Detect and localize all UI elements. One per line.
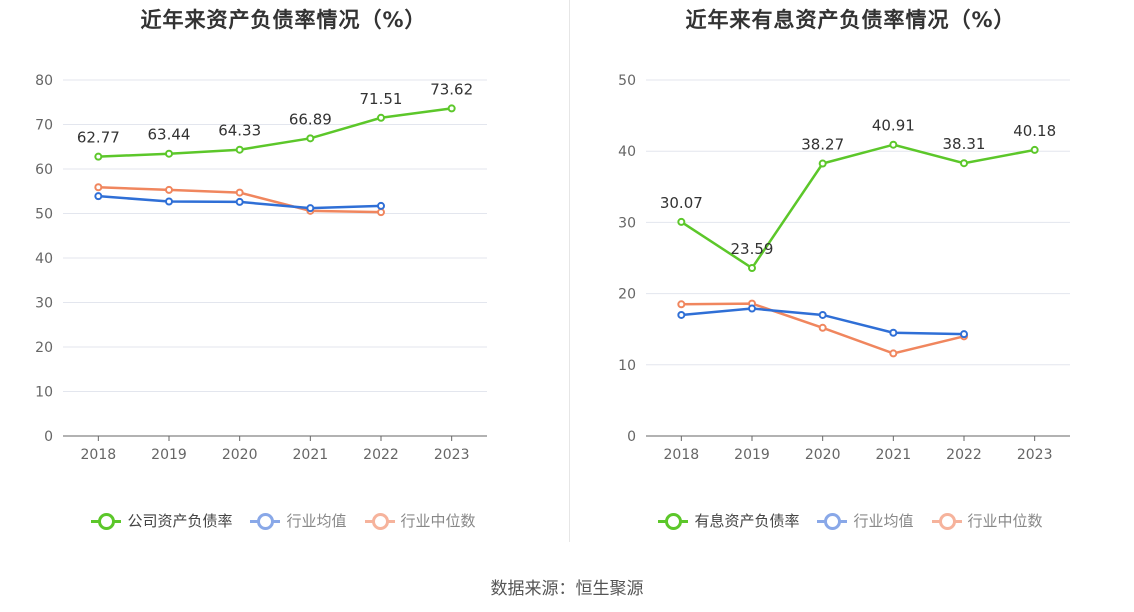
data-label: 66.89 <box>289 110 332 128</box>
legend-swatch-icon <box>931 512 962 530</box>
legend-label: 行业中位数 <box>967 512 1043 530</box>
data-point-company[interactable] <box>748 264 756 273</box>
data-point-company[interactable] <box>889 140 898 149</box>
panel-divider <box>569 0 570 542</box>
x-tick-label: 2021 <box>876 447 912 463</box>
legend-swatch-icon <box>817 512 848 530</box>
data-point-industry-average[interactable] <box>306 204 315 213</box>
data-point-company[interactable] <box>677 217 686 226</box>
legend-item-industry-average[interactable]: 行业均值 <box>250 510 347 531</box>
legend-label: 行业中位数 <box>400 512 476 530</box>
chart-plot-debt-ratio: 0 10 20 30 40 50 60 70 80 2018 2019 2020 2021 2022 202… <box>35 73 487 463</box>
data-label: 23.59 <box>731 240 774 258</box>
legend-item-industry-median[interactable]: 行业中位数 <box>364 510 476 531</box>
data-point-industry-average[interactable] <box>94 192 103 201</box>
data-label: 64.33 <box>218 122 261 140</box>
data-label: 38.31 <box>943 135 986 153</box>
x-tick-label: 2020 <box>805 447 841 463</box>
x-tick-label: 2019 <box>734 447 770 463</box>
legend-item-company[interactable]: 公司资产负债率 <box>91 510 232 531</box>
data-source-note: 数据来源：恒生聚源 <box>490 579 644 599</box>
data-label: 38.27 <box>801 136 844 154</box>
x-tick-label: 2022 <box>946 447 982 463</box>
x-tick-label: 2022 <box>363 447 399 463</box>
data-point-industry-median[interactable] <box>165 185 173 194</box>
data-point-industry-median[interactable] <box>235 188 244 197</box>
legend-swatch-icon <box>364 512 395 530</box>
data-point-company[interactable] <box>447 104 456 113</box>
y-tick-label: 30 <box>35 296 53 312</box>
data-point-company[interactable] <box>1030 145 1039 154</box>
y-tick-label: 40 <box>618 144 636 160</box>
x-tick-label: 2018 <box>81 447 117 463</box>
chart-panel-debt-ratio: 近年来资产负债率情况（%） 0 10 20 30 40 50 60 70 80 2018 2019 2… <box>0 0 567 560</box>
y-tick-label: 80 <box>35 73 53 89</box>
chart-title: 近年来有息资产负债率情况（%） <box>685 8 1016 32</box>
legend-label: 有息资产负债率 <box>694 512 800 530</box>
legend-item-company[interactable]: 有息资产负债率 <box>658 510 799 531</box>
y-tick-label: 10 <box>618 358 636 374</box>
data-point-company[interactable] <box>818 159 827 168</box>
data-label: 30.07 <box>660 194 703 212</box>
data-point-company[interactable] <box>960 159 968 168</box>
x-tick-label: 2020 <box>222 447 258 463</box>
data-point-industry-average[interactable] <box>165 197 173 206</box>
data-point-company[interactable] <box>165 149 173 158</box>
x-tick-label: 2023 <box>434 447 470 463</box>
y-tick-label: 50 <box>618 73 636 89</box>
data-label: 63.44 <box>148 126 191 144</box>
legend-label: 公司资产负债率 <box>127 512 233 530</box>
x-tick-label: 2018 <box>664 447 700 463</box>
y-tick-label: 50 <box>35 207 53 223</box>
data-point-industry-median[interactable] <box>94 183 103 192</box>
data-point-industry-median[interactable] <box>818 323 827 332</box>
data-point-industry-average[interactable] <box>235 197 244 206</box>
data-point-company[interactable] <box>377 113 385 122</box>
data-point-industry-average[interactable] <box>377 201 385 210</box>
data-point-company[interactable] <box>235 145 244 154</box>
data-point-industry-median[interactable] <box>677 300 686 309</box>
data-label: 73.62 <box>430 80 473 98</box>
legend-item-industry-average[interactable]: 行业均值 <box>817 510 914 531</box>
y-tick-label: 0 <box>44 429 53 445</box>
legend-swatch-icon <box>250 512 281 530</box>
data-point-industry-median[interactable] <box>377 208 385 217</box>
y-tick-label: 30 <box>618 215 636 231</box>
x-tick-label: 2023 <box>1017 447 1053 463</box>
chart-legend: 有息资产负债率 行业均值 行业中位数 <box>567 510 1134 531</box>
legend-label: 行业均值 <box>853 512 914 530</box>
y-tick-label: 60 <box>35 162 53 178</box>
data-point-industry-average[interactable] <box>960 330 968 339</box>
legend-swatch-icon <box>658 512 689 530</box>
chart-plot-interest-debt-ratio: 0 10 20 30 40 50 2018 2019 2020 2021 2022 2023 30.07… <box>618 73 1070 463</box>
legend-label: 行业均值 <box>286 512 347 530</box>
x-tick-label: 2021 <box>293 447 329 463</box>
y-tick-label: 20 <box>618 287 636 303</box>
data-point-industry-average[interactable] <box>677 310 686 319</box>
y-tick-label: 10 <box>35 385 53 401</box>
legend-swatch-icon <box>91 512 122 530</box>
chart-legend: 公司资产负债率 行业均值 行业中位数 <box>0 510 567 531</box>
y-tick-label: 40 <box>35 251 53 267</box>
y-tick-label: 20 <box>35 340 53 356</box>
series-line-company <box>680 143 1035 270</box>
y-tick-label: 70 <box>35 118 53 134</box>
chart-panel-interest-debt-ratio: 近年来有息资产负债率情况（%） 0 10 20 30 40 50 2018 2019 2020 2… <box>567 0 1134 560</box>
data-label: 40.18 <box>1013 122 1056 140</box>
data-point-industry-average[interactable] <box>748 304 756 313</box>
data-label: 40.91 <box>872 117 915 135</box>
y-tick-label: 0 <box>627 429 636 445</box>
data-point-industry-median[interactable] <box>889 349 898 358</box>
data-point-company[interactable] <box>94 152 103 161</box>
data-point-industry-average[interactable] <box>818 310 827 319</box>
legend-item-industry-median[interactable]: 行业中位数 <box>931 510 1043 531</box>
data-point-industry-average[interactable] <box>889 328 898 337</box>
data-label: 62.77 <box>77 129 120 147</box>
series-line-company <box>98 107 452 158</box>
chart-title: 近年来资产负债率情况（%） <box>140 8 427 32</box>
data-point-company[interactable] <box>306 134 315 143</box>
x-tick-label: 2019 <box>151 447 187 463</box>
data-label: 71.51 <box>360 90 403 108</box>
